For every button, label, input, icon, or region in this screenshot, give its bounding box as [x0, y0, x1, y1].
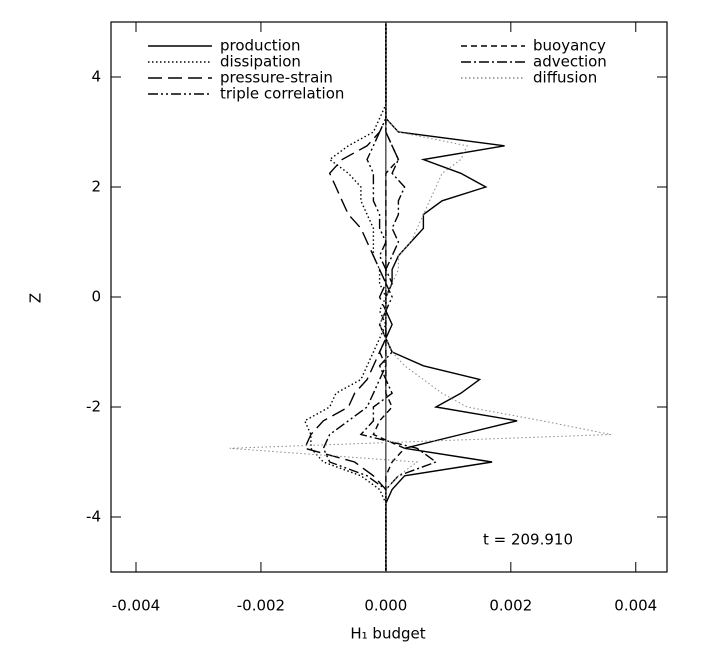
annotation: t = 209.910 [483, 531, 573, 549]
legend-label: diffusion [533, 69, 597, 87]
x-tick-label: 0.000 [364, 597, 407, 615]
legend-label: advection [533, 53, 607, 71]
y-tick-label: 2 [91, 178, 101, 196]
x-tick-label: -0.004 [112, 597, 160, 615]
x-tick-label: 0.004 [614, 597, 657, 615]
legend-label: buoyancy [533, 37, 606, 55]
x-tick-label: -0.002 [237, 597, 285, 615]
y-tick-label: 4 [91, 68, 101, 86]
series-line [359, 22, 438, 572]
series-line [303, 22, 387, 572]
series-line [303, 22, 387, 572]
plot-frame [110, 21, 668, 573]
x-axis-label: H₁ budget [350, 625, 425, 643]
legend-label: triple correlation [220, 85, 344, 103]
series-line [322, 22, 393, 572]
y-tick-label: -2 [86, 398, 101, 416]
legend-label: production [220, 37, 301, 55]
legend-label: dissipation [220, 53, 301, 71]
series-line [385, 22, 518, 572]
series-line [372, 22, 406, 572]
y-tick-label: 0 [91, 288, 101, 306]
legend-label: pressure-strain [220, 69, 333, 87]
y-tick-label: -4 [86, 508, 101, 526]
x-tick-label: 0.002 [489, 597, 532, 615]
y-axis-label: Z [27, 293, 45, 303]
series-line [229, 22, 611, 572]
